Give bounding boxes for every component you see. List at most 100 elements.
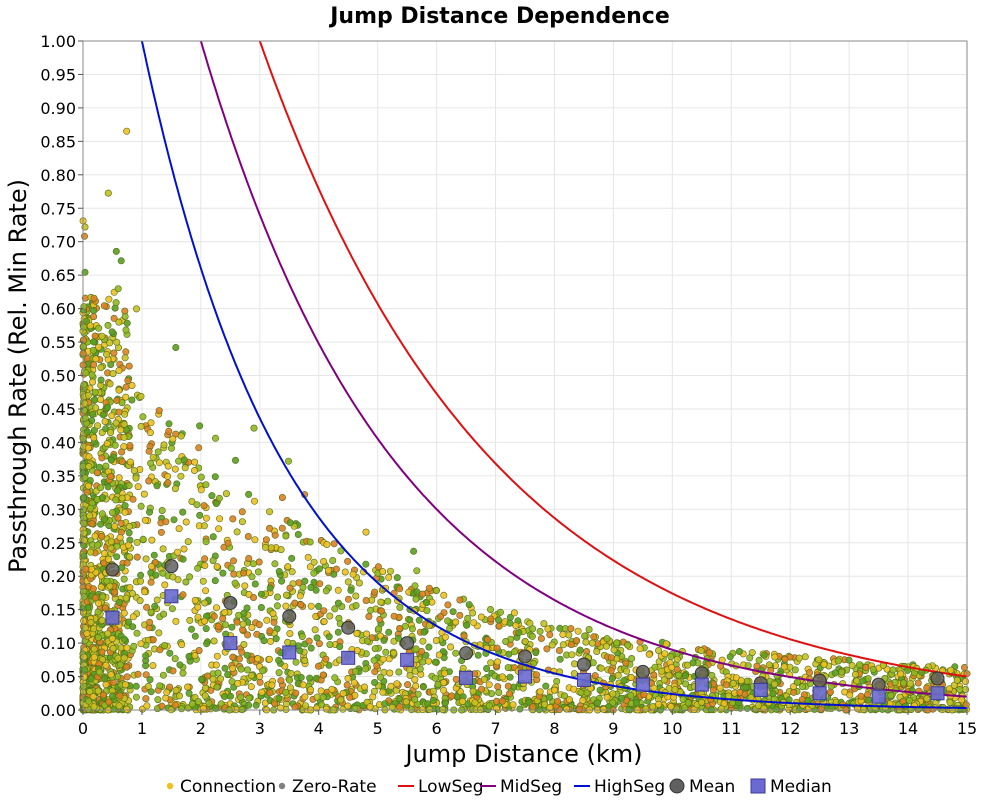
legend-item-midseg: MidSeg	[480, 777, 562, 797]
connection-point	[143, 603, 151, 611]
connection-point	[95, 324, 103, 332]
connection-point	[570, 685, 578, 693]
median-marker	[459, 670, 474, 685]
connection-point	[262, 536, 270, 544]
connection-point	[115, 366, 123, 374]
connection-point	[212, 661, 220, 669]
connection-point	[194, 603, 202, 611]
x-tick-label: 12	[780, 719, 800, 738]
connection-point	[255, 621, 263, 629]
connection-point	[368, 634, 376, 642]
connection-point	[178, 641, 186, 649]
connection-point	[386, 669, 394, 677]
connection-point	[90, 653, 98, 661]
connection-point	[487, 615, 495, 623]
x-axis: 0 1 2 3 4 5 6 7 8 9 10 11 12 13 14 15	[78, 710, 977, 738]
connection-point	[596, 686, 604, 694]
connection-point	[213, 604, 221, 612]
connection-point	[255, 558, 263, 566]
connection-point	[164, 472, 172, 480]
x-tick-label: 10	[662, 719, 682, 738]
connection-point	[251, 580, 259, 588]
connection-point	[799, 683, 807, 691]
mean-marker	[223, 595, 238, 610]
connection-point	[260, 637, 268, 645]
x-tick-label: 13	[839, 719, 859, 738]
connection-point	[87, 504, 95, 512]
connection-point	[109, 692, 117, 700]
connection-point	[90, 306, 98, 314]
connection-point	[222, 490, 230, 498]
connection-point	[80, 323, 88, 331]
legend-swatch	[750, 778, 766, 794]
connection-point	[173, 548, 181, 556]
connection-point	[510, 609, 518, 617]
connection-point	[224, 671, 232, 679]
connection-point	[574, 627, 582, 635]
connection-point	[698, 698, 706, 706]
connection-point	[328, 685, 336, 693]
connection-point	[425, 657, 433, 665]
y-tick-label: 1.00	[40, 32, 76, 51]
connection-point	[129, 589, 137, 597]
connection-point	[142, 695, 150, 703]
median-marker	[223, 636, 238, 651]
connection-point	[214, 669, 222, 677]
connection-point	[227, 564, 235, 572]
connection-point	[101, 675, 109, 683]
plot-area	[79, 40, 971, 714]
connection-point	[89, 410, 97, 418]
connection-point	[90, 361, 98, 369]
connection-point	[201, 561, 209, 569]
connection-point	[107, 538, 115, 546]
connection-point	[240, 569, 248, 577]
connection-point	[133, 629, 141, 637]
connection-point	[498, 673, 506, 681]
connection-point	[540, 620, 548, 628]
connection-point	[296, 592, 304, 600]
connection-point	[115, 702, 123, 710]
connection-point	[121, 354, 129, 362]
connection-point	[94, 541, 102, 549]
connection-point	[444, 601, 452, 609]
connection-point	[299, 583, 307, 591]
connection-point	[278, 524, 286, 532]
connection-point	[120, 654, 128, 662]
connection-point	[100, 691, 108, 699]
connection-point	[115, 474, 123, 482]
connection-point	[282, 591, 290, 599]
connection-point	[194, 564, 202, 572]
connection-point	[379, 688, 387, 696]
connection-point	[452, 618, 460, 626]
connection-point	[360, 683, 368, 691]
connection-point	[163, 688, 171, 696]
x-tick-label: 9	[608, 719, 618, 738]
connection-point	[217, 675, 225, 683]
connection-point	[350, 679, 358, 687]
connection-point	[456, 611, 464, 619]
connection-point	[209, 533, 217, 541]
median-marker	[341, 650, 356, 665]
y-tick-label: 0.10	[40, 634, 76, 653]
legend-swatch	[278, 782, 286, 790]
connection-point	[273, 602, 281, 610]
connection-point	[346, 693, 354, 701]
connection-point	[277, 546, 285, 554]
connection-point	[310, 558, 318, 566]
connection-point	[179, 555, 187, 563]
connection-point	[139, 413, 147, 421]
connection-point	[238, 518, 246, 526]
median-marker	[164, 589, 179, 604]
connection-point	[377, 607, 385, 615]
connection-point	[200, 502, 208, 510]
connection-point	[126, 442, 134, 450]
y-tick-label: 0.05	[40, 668, 76, 687]
connection-point	[301, 577, 309, 585]
connection-point	[334, 628, 342, 636]
connection-point	[171, 655, 179, 663]
connection-point	[160, 441, 168, 449]
connection-point	[209, 557, 217, 565]
x-tick-label: 5	[373, 719, 383, 738]
connection-point	[139, 535, 147, 543]
connection-point	[202, 587, 210, 595]
